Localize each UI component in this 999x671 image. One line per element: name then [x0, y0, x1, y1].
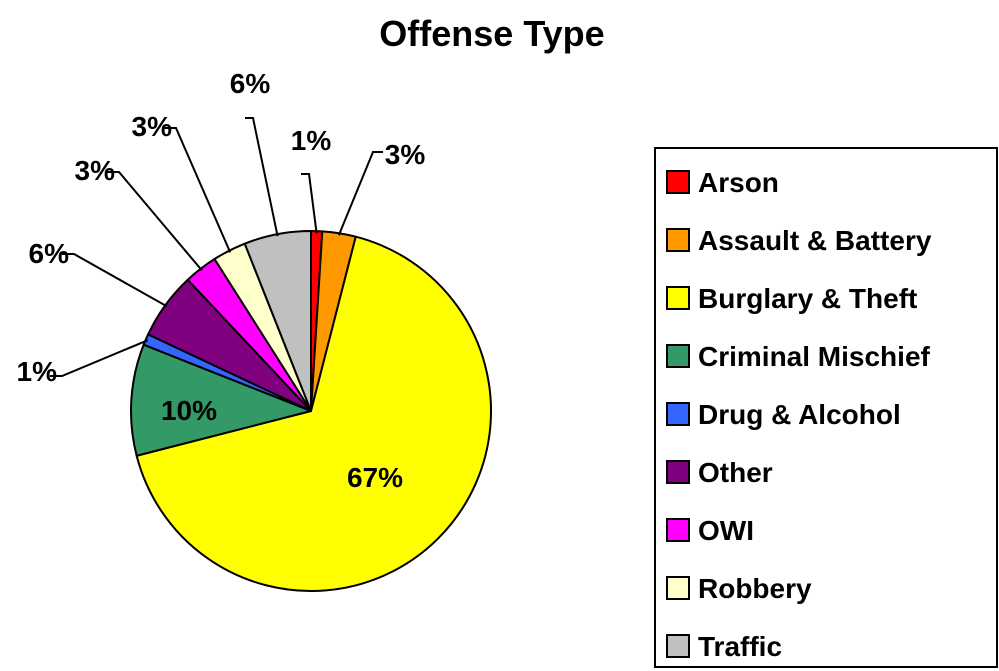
- legend-swatch-traffic: [666, 634, 690, 658]
- data-label-traffic: 6%: [230, 68, 271, 99]
- legend-swatch-robbery: [666, 576, 690, 600]
- legend-label-burglary-and-theft: Burglary & Theft: [698, 283, 917, 314]
- legend-swatch-drug-and-alcohol: [666, 402, 690, 426]
- leader-line-drug-and-alcohol: [50, 339, 148, 377]
- pie-slice-criminal-mischief: [130, 343, 312, 457]
- legend-swatch-owi: [666, 518, 690, 542]
- pie-slice-burglary-and-theft: [135, 235, 492, 592]
- data-label-arson: 1%: [291, 125, 332, 156]
- legend-label-drug-and-alcohol: Drug & Alcohol: [698, 399, 901, 430]
- legend-swatch-arson: [666, 170, 690, 194]
- data-label-assault-and-battery: 3%: [385, 139, 426, 170]
- legend-label-other: Other: [698, 457, 773, 488]
- leader-line-robbery: [164, 127, 232, 253]
- legend: Arson Assault & Battery Burglary & Theft Cr…: [654, 147, 998, 668]
- data-label-burglary-and-theft: 67%: [347, 462, 403, 493]
- legend-swatch-criminal-mischief: [666, 344, 690, 368]
- legend-box: [654, 147, 998, 668]
- leader-line-assault-and-battery: [337, 151, 383, 236]
- legend-label-robbery: Robbery: [698, 573, 812, 604]
- data-label-robbery: 3%: [132, 111, 173, 142]
- data-label-drug-and-alcohol: 1%: [17, 356, 58, 387]
- legend-label-owi: OWI: [698, 515, 754, 546]
- data-labels: 1% 3% 67% 10% 1% 6% 3% 3% 6%: [17, 68, 426, 493]
- legend-swatch-assault-and-battery: [666, 228, 690, 252]
- leader-line-other: [62, 253, 168, 308]
- legend-swatch-other: [666, 460, 690, 484]
- data-label-other: 6%: [29, 238, 70, 269]
- legend-label-traffic: Traffic: [698, 631, 782, 662]
- legend-swatch-burglary-and-theft: [666, 286, 690, 310]
- leader-lines: [50, 117, 383, 377]
- leader-line-traffic: [245, 117, 279, 237]
- chart-title: Offense Type: [379, 13, 604, 54]
- data-label-owi: 3%: [75, 155, 116, 186]
- legend-label-criminal-mischief: Criminal Mischief: [698, 341, 931, 372]
- leader-line-owi: [107, 171, 203, 272]
- leader-line-arson: [301, 173, 318, 234]
- data-label-criminal-mischief: 10%: [161, 395, 217, 426]
- legend-label-arson: Arson: [698, 167, 779, 198]
- legend-label-assault-and-battery: Assault & Battery: [698, 225, 932, 256]
